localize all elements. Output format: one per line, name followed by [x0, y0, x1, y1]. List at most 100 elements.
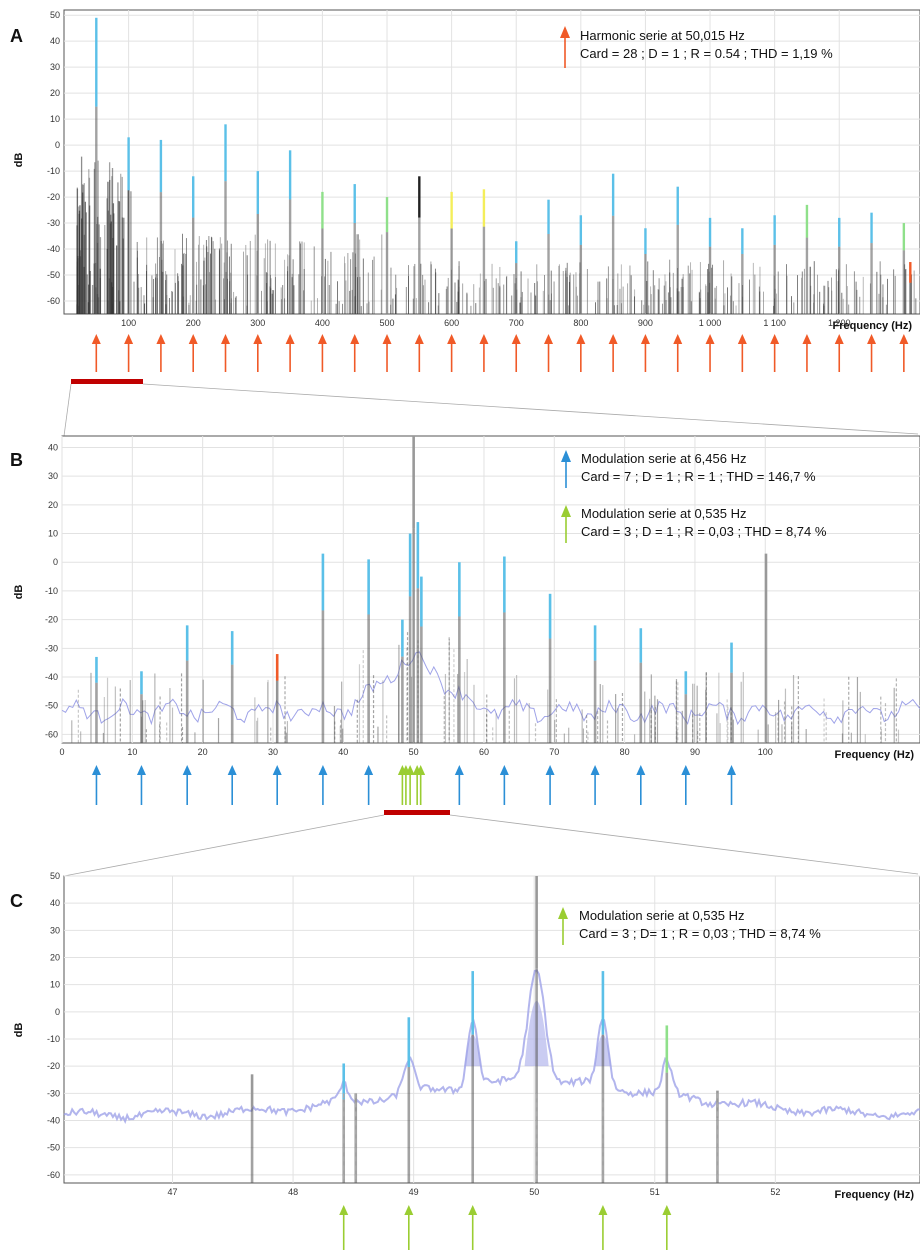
peak-mark: [353, 184, 356, 224]
peak-mark: [665, 1025, 669, 1073]
peak-mark: [601, 971, 605, 1035]
panel-c-x-axis-label: Frequency (Hz): [835, 1189, 915, 1201]
x-tick-label: 30: [268, 747, 278, 757]
peak-mark: [870, 212, 873, 244]
peak-mark: [458, 562, 461, 617]
harmonic-arrow-icon: [188, 334, 198, 344]
peak-mark: [579, 215, 583, 245]
peak-stem: [95, 106, 98, 315]
peak-mark: [385, 197, 389, 233]
modulation-green-arrow-icon: [416, 765, 426, 775]
x-tick-label: 40: [338, 747, 348, 757]
x-tick-label: 1 100: [763, 318, 786, 328]
peak-mark: [416, 522, 420, 589]
peak-mark: [547, 199, 550, 234]
modulation-blue-arrow-icon: [136, 765, 146, 775]
peak-mark: [342, 1063, 346, 1100]
peak-stem: [684, 694, 688, 743]
panel-c-peaks: [250, 876, 719, 1183]
x-tick-label: 60: [479, 747, 489, 757]
panel-b-modulation-arrows: [91, 765, 737, 805]
panel-c-legend: Modulation serie at 0,535 Hz Card = 3 ; …: [558, 907, 821, 945]
peak-stem: [458, 616, 461, 743]
panel-b-x-axis-label: Frequency (Hz): [835, 749, 915, 761]
peak-stem: [450, 228, 453, 314]
peak-mark: [401, 619, 404, 657]
peak-stem: [401, 656, 404, 743]
x-tick-label: 100: [121, 318, 136, 328]
x-tick-label: 0: [59, 747, 64, 757]
legend-a-arrow-icon: [560, 26, 570, 38]
peak-mark: [764, 553, 768, 611]
y-tick-label: 10: [48, 529, 58, 539]
peak-mark: [412, 436, 415, 529]
legend-b1-title: Modulation serie at 6,456 Hz: [581, 451, 746, 466]
panel-letter-b: B: [10, 450, 23, 470]
peak-mark: [838, 217, 841, 247]
x-tick-label: 20: [198, 747, 208, 757]
peak-mark: [321, 553, 325, 611]
peak-mark: [548, 593, 552, 639]
modulation-green-arrow-icon: [598, 1205, 608, 1215]
peak-stem: [639, 662, 643, 743]
peak-mark: [367, 559, 370, 615]
peak-stem: [407, 1066, 411, 1183]
harmonic-arrow-icon: [608, 334, 618, 344]
zoom-line-a-right: [142, 383, 919, 435]
harmonic-arrow-icon: [544, 334, 554, 344]
legend-a-stats: Card = 28 ; D = 1 ; R = 0.54 ; THD = 1,1…: [580, 46, 833, 61]
peak-mark: [408, 533, 412, 597]
panel-a-y-ticks: -60 -50 -40 -30 -20 -10 0 10 20 30 40 50: [47, 10, 60, 306]
peak-stem: [321, 228, 324, 314]
peak-mark: [730, 642, 733, 673]
peak-mark: [773, 215, 776, 245]
peak-stem: [412, 528, 415, 743]
harmonic-arrow-icon: [382, 334, 392, 344]
y-tick-label: 30: [50, 62, 60, 72]
panel-letter-a: A: [10, 26, 23, 46]
peak-stem: [593, 660, 597, 743]
y-tick-label: -40: [45, 672, 58, 682]
panel-a-noise: [76, 156, 917, 314]
peak-mark: [482, 189, 486, 227]
x-tick-label: 700: [509, 318, 524, 328]
peak-stem: [416, 588, 420, 743]
y-tick-label: 0: [55, 140, 60, 150]
peak-stem: [676, 224, 679, 314]
x-tick-label: 400: [315, 318, 330, 328]
peak-stem: [902, 250, 906, 314]
peak-mark: [418, 176, 421, 218]
y-tick-label: 50: [50, 10, 60, 20]
modulation-blue-arrow-icon: [91, 765, 101, 775]
y-tick-label: 50: [50, 871, 60, 881]
peak-stem: [250, 1106, 254, 1183]
peak-stem: [256, 213, 260, 314]
panel-c-modulation-arrows: [339, 1205, 672, 1250]
peak-stem: [140, 694, 143, 743]
y-tick-label: 0: [55, 1007, 60, 1017]
y-tick-label: -60: [47, 296, 60, 306]
peak-mark: [127, 137, 130, 191]
peak-stem: [482, 226, 486, 314]
x-tick-label: 52: [770, 1187, 780, 1197]
peak-mark: [95, 656, 98, 683]
peak-stem: [909, 282, 912, 314]
harmonic-arrow-icon: [124, 334, 134, 344]
peak-stem: [353, 223, 356, 314]
modulation-green-arrow-icon: [339, 1205, 349, 1215]
y-tick-label: 10: [50, 114, 60, 124]
y-tick-label: 40: [50, 898, 60, 908]
y-tick-label: -30: [47, 1088, 60, 1098]
panel-b-chart: -60 -50 -40 -30 -20 -10 0 10 20 30 40 0 10 20 30 40 50 6…: [13, 435, 920, 815]
peak-stem: [773, 244, 776, 314]
peak-stem: [503, 612, 506, 743]
x-tick-label: 49: [409, 1187, 419, 1197]
peak-stem: [288, 199, 292, 314]
y-tick-label: 20: [48, 500, 58, 510]
panel-a-y-axis-label: dB: [13, 153, 25, 168]
harmonic-arrow-icon: [511, 334, 521, 344]
peak-stem: [471, 1034, 475, 1183]
x-tick-label: 900: [638, 318, 653, 328]
y-tick-label: 20: [50, 953, 60, 963]
